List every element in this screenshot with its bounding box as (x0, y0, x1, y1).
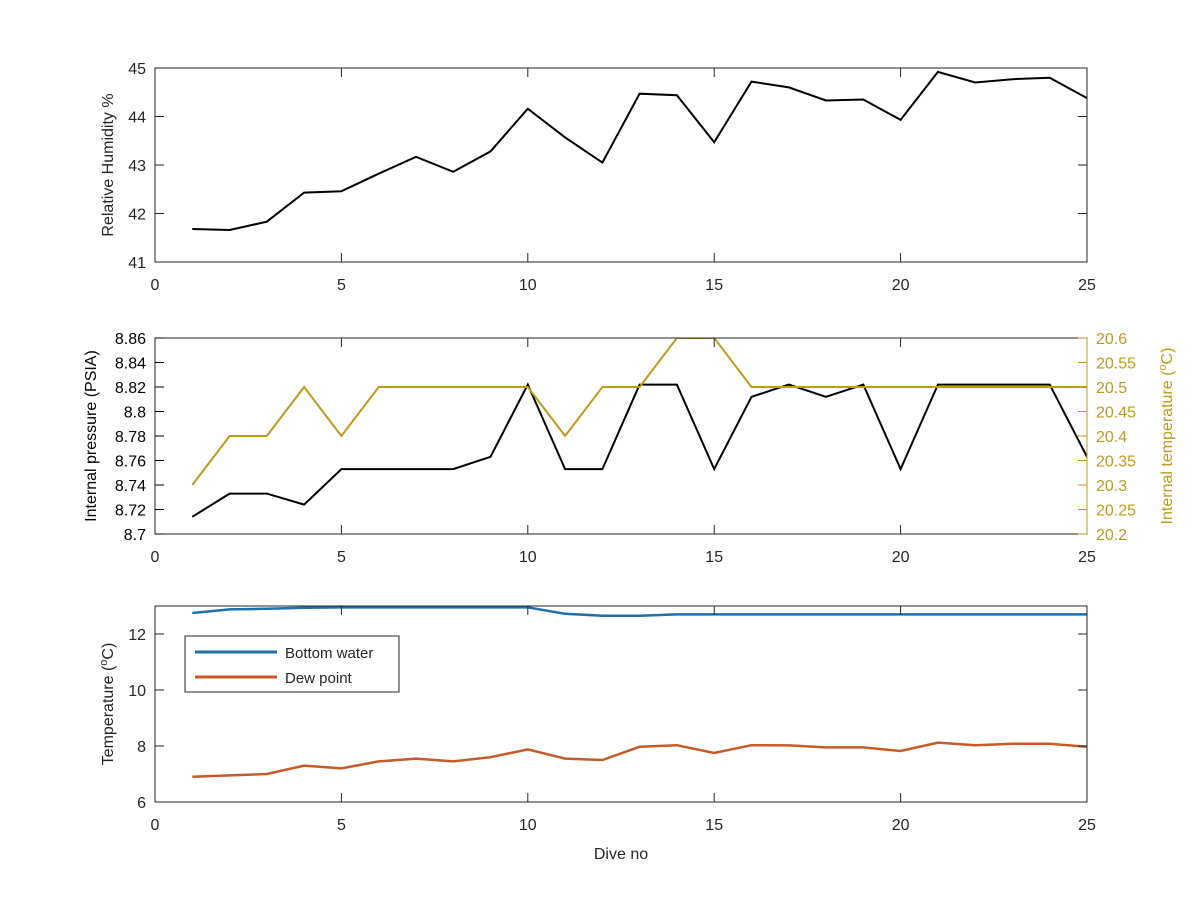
temperature-y-tick-label: 10 (128, 683, 146, 700)
temperature-x-tick-label: 25 (1078, 817, 1096, 834)
temperature-x-tick-label: 20 (892, 817, 910, 834)
relative-humidity-series-line (192, 70, 1087, 232)
pressure-y-tick-label: 8.72 (115, 503, 146, 520)
pressure-x-tick-label: 10 (519, 549, 537, 566)
pressure-y-tick-label: 8.8 (124, 405, 146, 422)
pressure-y-tick-label: 8.78 (115, 429, 146, 446)
temperature-subplot: 0 5 10 15 20 25 6 8 10 12 Temperature (oC) Dive n… (98, 605, 1096, 863)
pressure-y-tick-label: 8.84 (115, 356, 146, 373)
temperature-x-tick-label: 5 (337, 817, 346, 834)
pressure-x-tick-label: 0 (151, 549, 160, 566)
internal-temperature-y-tick-label: 20.3 (1096, 478, 1127, 495)
humidity-y-tick-label: 43 (128, 158, 146, 175)
internal-pressure-series-line (191, 382, 1087, 518)
internal-temperature-y-tick-label: 20.35 (1096, 454, 1136, 471)
internal-temperature-y-axis-label: Internal temperature (oC) (1157, 348, 1176, 525)
humidity-subplot: 0 5 10 15 20 25 41 42 43 44 45 Relative Humidity % (100, 61, 1096, 294)
x-axis-label: Dive no (594, 846, 648, 863)
internal-temperature-y-tick-label: 20.2 (1096, 527, 1127, 544)
internal-temperature-series-line (191, 338, 1087, 486)
internal-temperature-y-tick-label: 20.45 (1096, 405, 1136, 422)
pressure-x-tick-label: 20 (892, 549, 910, 566)
legend-label-bottom-water: Bottom water (285, 645, 373, 662)
temperature-y-tick-label: 12 (128, 627, 146, 644)
internal-temperature-y-tick-label: 20.55 (1096, 356, 1136, 373)
pressure-x-tick-label: 15 (705, 549, 723, 566)
temperature-y-tick-label: 6 (137, 795, 146, 812)
internal-temperature-y-tick-label: 20.5 (1096, 380, 1127, 397)
pressure-temperature-subplot: 0 5 10 15 20 25 8.7 8.72 8.74 8.76 8.78 8.8 8.82 8.84… (83, 331, 1176, 566)
legend: Bottom water Dew point (184, 635, 400, 693)
temperature-y-axis-label: Temperature (oC) (98, 643, 117, 766)
humidity-x-tick-label: 15 (705, 277, 723, 294)
pressure-y-tick-label: 8.86 (115, 331, 146, 348)
humidity-x-tick-label: 20 (892, 277, 910, 294)
internal-temperature-y-tick-label: 20.25 (1096, 503, 1136, 520)
humidity-x-tick-label: 10 (519, 277, 537, 294)
temperature-y-tick-label: 8 (137, 739, 146, 756)
humidity-y-tick-label: 41 (128, 255, 146, 272)
humidity-y-tick-label: 45 (128, 61, 146, 78)
temperature-axes-frame (154, 605, 1088, 803)
internal-temperature-y-tick-label: 20.6 (1096, 331, 1127, 348)
pressure-x-tick-label: 25 (1078, 549, 1096, 566)
pressure-y-tick-label: 8.74 (115, 478, 146, 495)
pressure-y-tick-label: 8.7 (124, 527, 146, 544)
temperature-x-tick-label: 10 (519, 817, 537, 834)
pressure-y-tick-label: 8.82 (115, 380, 146, 397)
legend-box (184, 635, 400, 693)
pressure-y-axis-label: Internal pressure (PSIA) (83, 350, 100, 522)
pressure-y-tick-label: 8.76 (115, 454, 146, 471)
humidity-y-tick-label: 44 (128, 110, 146, 127)
pressure-x-tick-label: 5 (337, 549, 346, 566)
dew-point-series-line (192, 741, 1087, 779)
humidity-x-tick-label: 0 (151, 277, 160, 294)
humidity-y-tick-label: 42 (128, 207, 146, 224)
temperature-x-tick-label: 0 (151, 817, 160, 834)
temperature-x-tick-label: 15 (705, 817, 723, 834)
humidity-y-axis-label: Relative Humidity % (100, 93, 117, 236)
internal-temperature-y-tick-label: 20.4 (1096, 429, 1127, 446)
humidity-x-tick-label: 5 (337, 277, 346, 294)
legend-label-dew-point: Dew point (285, 670, 353, 687)
humidity-x-tick-label: 25 (1078, 277, 1096, 294)
